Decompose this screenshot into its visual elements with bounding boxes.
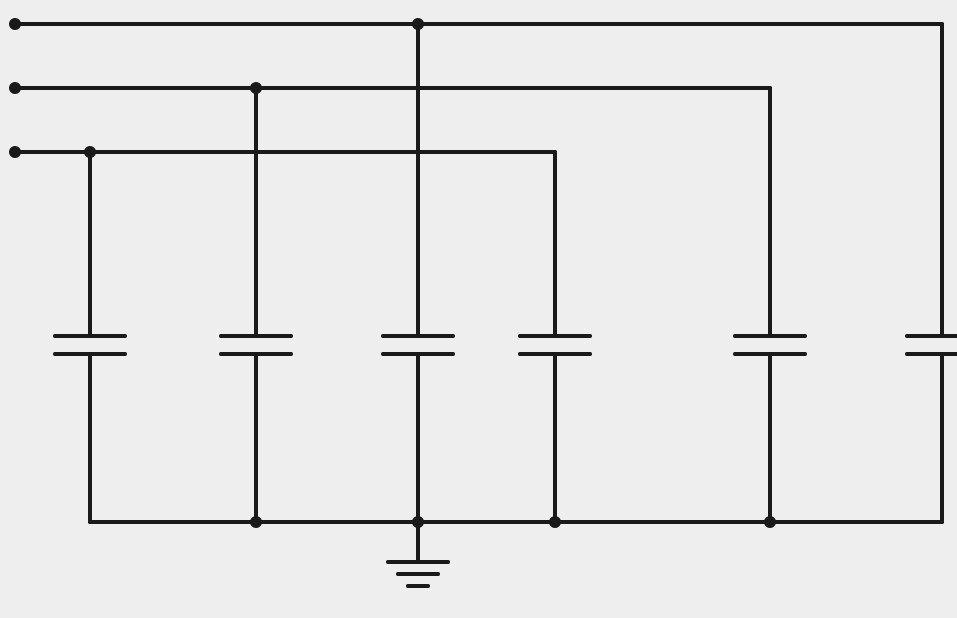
bus-junction-node (250, 516, 262, 528)
bus-junction-node (549, 516, 561, 528)
input-terminal-3 (9, 146, 21, 158)
bus-junction-node (764, 516, 776, 528)
circuit-diagram (0, 0, 957, 618)
input-terminal-1 (9, 18, 21, 30)
input-terminal-2 (9, 82, 21, 94)
